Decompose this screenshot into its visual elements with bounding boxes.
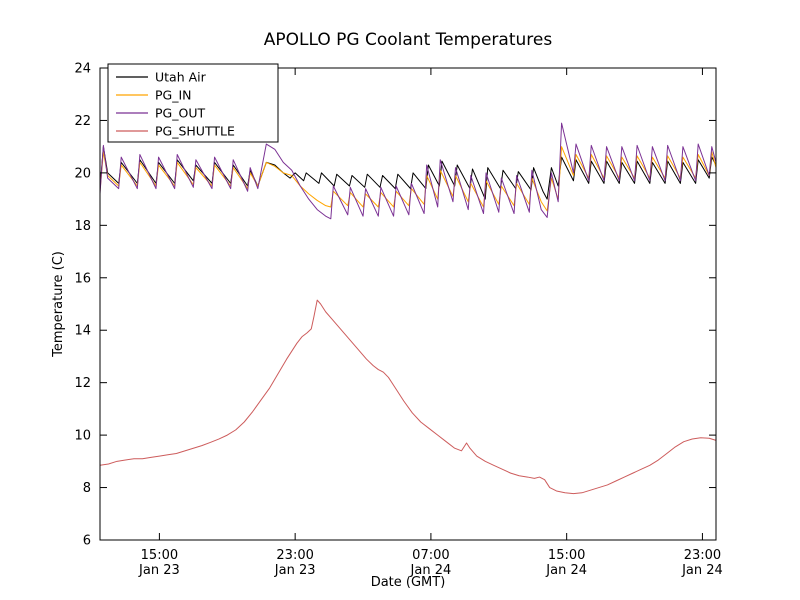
x-tick-label-date: Jan 23: [274, 563, 316, 578]
legend-item-pg-in: PG_IN: [116, 88, 192, 103]
y-tick-label: 14: [74, 324, 91, 339]
x-axis-label: Date (GMT): [371, 575, 446, 590]
legend-item-pg-out: PG_OUT: [116, 106, 205, 121]
legend-item-label: PG_IN: [155, 88, 192, 103]
chart-title: APOLLO PG Coolant Temperatures: [264, 30, 553, 50]
y-tick-label: 12: [74, 376, 91, 391]
y-tick-label: 16: [74, 271, 91, 286]
y-tick-label: 6: [83, 534, 91, 549]
y-tick-label: 18: [74, 219, 91, 234]
y-tick-label: 8: [83, 481, 91, 496]
y-tick-label: 10: [74, 429, 91, 444]
legend-item-pg-shuttle: PG_SHUTTLE: [116, 124, 235, 139]
legend-item-label: PG_OUT: [155, 106, 205, 121]
x-tick-label-date: Jan 24: [545, 563, 587, 578]
x-tick-label-time: 23:00: [684, 548, 721, 563]
series-line-pg_out: [99, 122, 717, 220]
x-tick-label-time: 07:00: [412, 548, 449, 563]
x-tick-label-date: Jan 24: [681, 563, 723, 578]
legend-item-utah-air: Utah Air: [116, 70, 207, 85]
y-tick-label: 20: [74, 166, 91, 181]
x-tick-label-date: Jan 23: [138, 563, 180, 578]
legend-item-label: PG_SHUTTLE: [155, 124, 235, 139]
x-tick-label-time: 15:00: [548, 548, 585, 563]
x-tick-label-time: 23:00: [276, 548, 313, 563]
y-tick-label: 24: [74, 62, 91, 77]
legend: Utah Air PG_IN PG_OUT PG_SHUTTLE: [107, 63, 279, 143]
series-lines: [99, 122, 717, 495]
y-axis-label: Temperature (C): [51, 251, 66, 358]
x-tick-label-time: 15:00: [141, 548, 178, 563]
plot-border: [99, 67, 717, 541]
series-line-utah-air: [99, 146, 717, 200]
y-tick-label: 22: [74, 114, 91, 129]
series-line-pg_shuttle: [99, 299, 717, 495]
x-tick-label-date: Jan 24: [410, 563, 452, 578]
legend-item-label: Utah Air: [155, 70, 207, 85]
